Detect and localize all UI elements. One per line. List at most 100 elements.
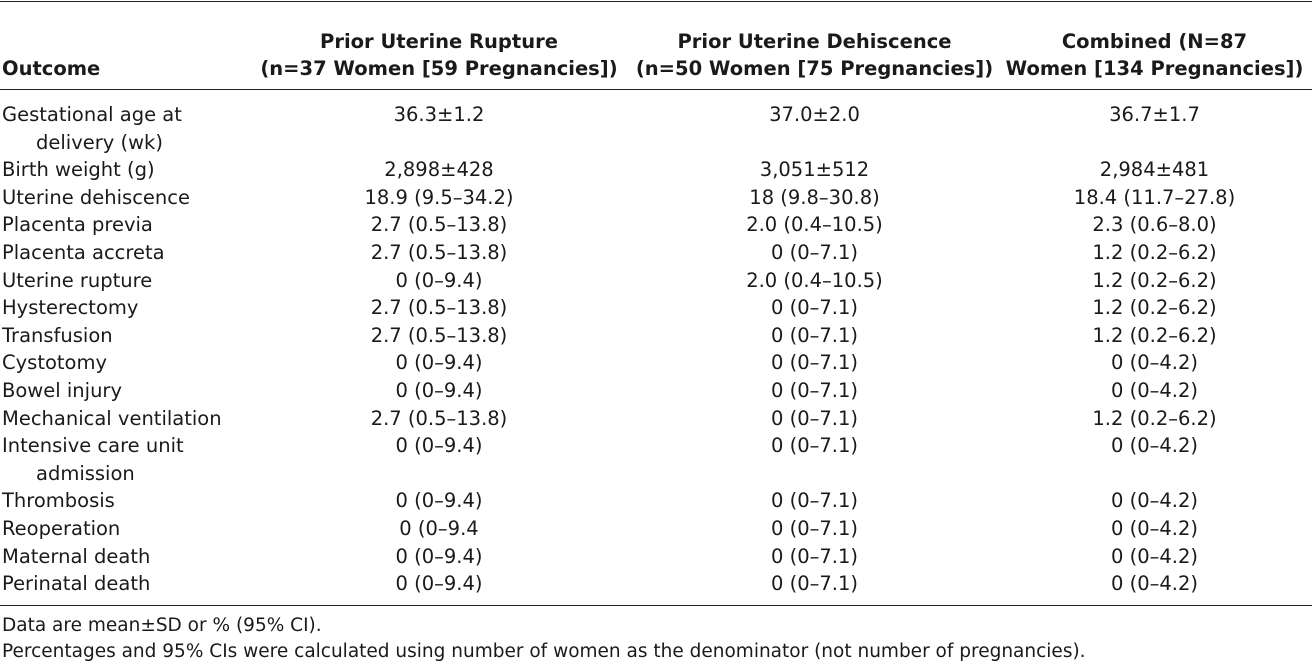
row-outcome-label: Birth weight (g) bbox=[2, 158, 155, 182]
header-rule bbox=[0, 89, 1312, 90]
row-outcome: Thrombosis bbox=[0, 487, 246, 515]
table-body: Gestational age at delivery (wk) 36.3±1.2 3… bbox=[0, 90, 1312, 598]
cell-prior-rupture: 0 (0–9.4) bbox=[395, 434, 483, 458]
row-outcome: Placenta previa bbox=[0, 211, 246, 239]
row-outcome-label: Gestational age at bbox=[2, 103, 182, 126]
table-row: Thrombosis 0 (0–9.4) 0 (0–7.1) 0 (0–4.2) bbox=[0, 487, 1312, 515]
header-combined-line2: Women [134 Pregnancies]) bbox=[1005, 57, 1304, 80]
table-footnotes: Data are mean±SD or % (95% CI). Percenta… bbox=[2, 613, 1086, 665]
bottom-rule bbox=[0, 605, 1312, 606]
row-outcome: Bowel injury bbox=[0, 377, 246, 405]
row-outcome-label: Placenta accreta bbox=[2, 240, 165, 264]
table-row: Gestational age at delivery (wk) 36.3±1.2 3… bbox=[0, 101, 1312, 156]
cell-combined: 2.3 (0.6–8.0) bbox=[1092, 213, 1217, 237]
table-row: Bowel injury 0 (0–9.4) 0 (0–7.1) 0 (0–4.2) bbox=[0, 377, 1312, 405]
header-prior-dehiscence: Prior Uterine Dehiscence (n=50 Women [75… bbox=[632, 0, 997, 90]
cell-prior-rupture: 2.7 (0.5–13.8) bbox=[370, 406, 508, 430]
cell-combined: 0 (0–4.2) bbox=[1111, 572, 1198, 596]
row-outcome-label: Uterine dehiscence bbox=[2, 185, 191, 209]
cell-prior-dehiscence: 0 (0–7.1) bbox=[771, 489, 858, 513]
header-prior-dehiscence-line2: (n=50 Women [75 Pregnancies]) bbox=[635, 57, 994, 80]
table-row: Maternal death 0 (0–9.4) 0 (0–7.1) 0 (0–4.2… bbox=[0, 543, 1312, 571]
row-outcome: Reoperation bbox=[0, 515, 246, 543]
cell-combined: 1.2 (0.2–6.2) bbox=[1092, 240, 1217, 264]
cell-combined: 0 (0–4.2) bbox=[1111, 378, 1198, 402]
table-row: Perinatal death 0 (0–9.4) 0 (0–7.1) 0 (0–4.… bbox=[0, 570, 1312, 598]
row-outcome: Birth weight (g) bbox=[0, 156, 246, 184]
row-outcome-label: Cystotomy bbox=[2, 351, 108, 375]
row-outcome-label: Maternal death bbox=[2, 544, 151, 568]
cell-prior-dehiscence: 0 (0–7.1) bbox=[771, 572, 858, 596]
cell-combined: 18.4 (11.7–27.8) bbox=[1073, 185, 1236, 209]
cell-prior-rupture: 0 (0–9.4) bbox=[395, 351, 483, 375]
row-outcome: Mechanical ventilation bbox=[0, 405, 246, 433]
row-outcome: Gestational age at delivery (wk) bbox=[0, 101, 246, 156]
cell-combined: 1.2 (0.2–6.2) bbox=[1092, 296, 1217, 320]
cell-prior-rupture: 2.7 (0.5–13.8) bbox=[370, 213, 508, 237]
row-outcome: Cystotomy bbox=[0, 349, 246, 377]
cell-prior-rupture: 0 (0–9.4) bbox=[395, 544, 483, 568]
spacer-row bbox=[0, 90, 1312, 101]
cell-prior-dehiscence: 0 (0–7.1) bbox=[771, 323, 858, 347]
table-row: Placenta previa 2.7 (0.5–13.8) 2.0 (0.4–10… bbox=[0, 211, 1312, 239]
table-row: Hysterectomy 2.7 (0.5–13.8) 0 (0–7.1) 1.2 (… bbox=[0, 294, 1312, 322]
header-combined: Combined (N=87 Women [134 Pregnancies]) bbox=[997, 0, 1312, 90]
cell-prior-dehiscence: 0 (0–7.1) bbox=[771, 296, 858, 320]
row-outcome-label: Bowel injury bbox=[2, 378, 122, 402]
table-row: Intensive care unit admission 0 (0–9.4) 0 (… bbox=[0, 432, 1312, 487]
cell-prior-rupture: 18.9 (9.5–34.2) bbox=[364, 185, 514, 209]
cell-prior-dehiscence: 2.0 (0.4–10.5) bbox=[746, 268, 883, 292]
row-outcome: Hysterectomy bbox=[0, 294, 246, 322]
row-outcome-label: Uterine rupture bbox=[2, 268, 153, 292]
table-header: Outcome Prior Uterine Rupture (n=37 Wome… bbox=[0, 0, 1312, 90]
cell-combined: 0 (0–4.2) bbox=[1111, 544, 1198, 568]
cell-combined: 0 (0–4.2) bbox=[1111, 489, 1198, 513]
row-outcome: Intensive care unit admission bbox=[0, 432, 246, 487]
table-row: Cystotomy 0 (0–9.4) 0 (0–7.1) 0 (0–4.2) bbox=[0, 349, 1312, 377]
cell-prior-dehiscence: 0 (0–7.1) bbox=[771, 544, 858, 568]
cell-prior-rupture: 2,898±428 bbox=[384, 158, 494, 182]
table-row: Placenta accreta 2.7 (0.5–13.8) 0 (0–7.1) 1… bbox=[0, 239, 1312, 267]
table-row: Reoperation 0 (0–9.4 0 (0–7.1) 0 (0–4.2) bbox=[0, 515, 1312, 543]
header-prior-dehiscence-line1: Prior Uterine Dehiscence bbox=[677, 30, 952, 53]
cell-prior-dehiscence: 18 (9.8–30.8) bbox=[749, 185, 880, 209]
row-outcome: Perinatal death bbox=[0, 570, 246, 598]
cell-combined: 2,984±481 bbox=[1099, 158, 1210, 182]
cell-combined: 0 (0–4.2) bbox=[1111, 434, 1198, 458]
cell-prior-rupture: 0 (0–9.4) bbox=[395, 572, 483, 596]
cell-combined: 1.2 (0.2–6.2) bbox=[1092, 406, 1217, 430]
row-outcome: Transfusion bbox=[0, 322, 246, 350]
cell-prior-dehiscence: 0 (0–7.1) bbox=[771, 240, 858, 264]
footnote: Data are mean±SD or % (95% CI). bbox=[2, 615, 322, 636]
table-row: Transfusion 2.7 (0.5–13.8) 0 (0–7.1) 1.2 (0… bbox=[0, 322, 1312, 350]
table-row: Birth weight (g) 2,898±428 3,051±512 2,984±… bbox=[0, 156, 1312, 184]
top-rule bbox=[0, 1, 1312, 2]
row-outcome-label-continued: delivery (wk) bbox=[36, 130, 163, 154]
table-row: Uterine rupture 0 (0–9.4) 2.0 (0.4–10.5) 1.… bbox=[0, 267, 1312, 295]
cell-prior-rupture: 0 (0–9.4) bbox=[395, 268, 483, 292]
row-outcome: Uterine dehiscence bbox=[0, 184, 246, 212]
header-prior-rupture-line2: (n=37 Women [59 Pregnancies]) bbox=[260, 57, 618, 80]
cell-prior-dehiscence: 2.0 (0.4–10.5) bbox=[746, 213, 883, 237]
cell-combined: 0 (0–4.2) bbox=[1111, 351, 1198, 375]
row-outcome-label: Mechanical ventilation bbox=[2, 406, 222, 430]
cell-prior-dehiscence: 37.0±2.0 bbox=[769, 103, 860, 126]
cell-prior-rupture: 2.7 (0.5–13.8) bbox=[370, 323, 508, 347]
row-outcome: Uterine rupture bbox=[0, 267, 246, 295]
outcomes-table: Outcome Prior Uterine Rupture (n=37 Wome… bbox=[0, 0, 1312, 598]
header-prior-rupture: Prior Uterine Rupture (n=37 Women [59 Pr… bbox=[246, 0, 632, 90]
row-outcome: Placenta accreta bbox=[0, 239, 246, 267]
cell-prior-rupture: 2.7 (0.5–13.8) bbox=[370, 240, 508, 264]
header-combined-line1: Combined (N=87 bbox=[1061, 30, 1248, 53]
cell-prior-rupture: 0 (0–9.4 bbox=[399, 516, 479, 540]
table-row: Uterine dehiscence 18.9 (9.5–34.2) 18 (9.8… bbox=[0, 184, 1312, 212]
cell-combined: 1.2 (0.2–6.2) bbox=[1092, 323, 1217, 347]
cell-prior-rupture: 0 (0–9.4) bbox=[395, 378, 483, 402]
cell-prior-dehiscence: 0 (0–7.1) bbox=[771, 434, 858, 458]
cell-prior-rupture: 0 (0–9.4) bbox=[395, 489, 483, 513]
row-outcome-label: Placenta previa bbox=[2, 213, 153, 237]
table-row: Mechanical ventilation 2.7 (0.5–13.8) 0 (0… bbox=[0, 405, 1312, 433]
header-prior-rupture-line1: Prior Uterine Rupture bbox=[320, 30, 558, 53]
row-outcome-label: Thrombosis bbox=[2, 489, 115, 513]
